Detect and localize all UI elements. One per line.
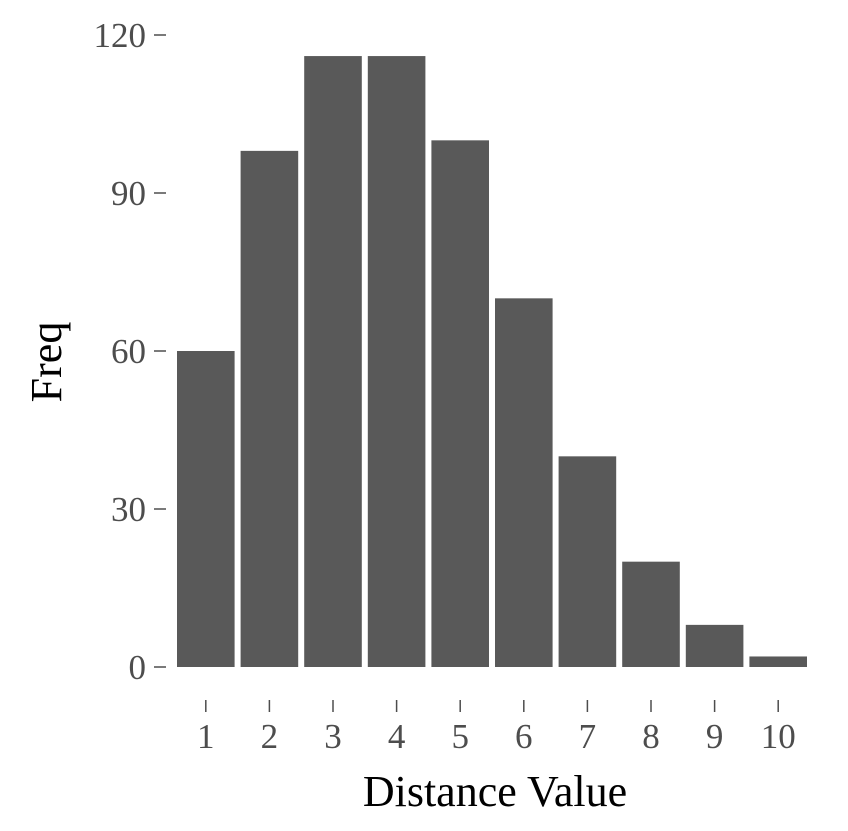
bar-5 — [431, 140, 489, 667]
x-tick-label: 8 — [642, 717, 660, 756]
bars-group — [177, 56, 807, 667]
bar-9 — [685, 624, 744, 667]
bar-3 — [304, 56, 362, 667]
x-tick-label: 10 — [761, 717, 796, 756]
y-tick-label: 90 — [111, 174, 146, 213]
y-tick-label: 60 — [111, 332, 146, 371]
x-axis: 1 2 3 4 5 6 7 8 9 10 — [197, 700, 796, 756]
x-tick-label: 3 — [324, 717, 342, 756]
x-tick-label: 4 — [388, 717, 406, 756]
y-tick-label: 30 — [111, 490, 146, 529]
x-tick-label: 9 — [706, 717, 724, 756]
x-axis-title: Distance Value — [363, 767, 627, 816]
bar-4 — [367, 56, 426, 667]
y-tick-label: 0 — [129, 648, 147, 687]
x-tick-label: 7 — [579, 717, 597, 756]
bar-8 — [622, 561, 680, 667]
x-tick-label: 2 — [261, 717, 279, 756]
bar-1 — [177, 351, 235, 667]
x-tick-label: 6 — [515, 717, 533, 756]
y-tick-label: 120 — [94, 16, 147, 55]
y-axis-title: Freq — [22, 322, 71, 403]
bar-7 — [558, 456, 617, 667]
bar-10 — [749, 656, 807, 667]
x-tick-label: 1 — [197, 717, 215, 756]
bar-6 — [495, 298, 553, 667]
y-axis: 0 30 60 90 120 — [94, 16, 166, 687]
bar-2 — [240, 150, 299, 667]
x-tick-label: 5 — [451, 717, 469, 756]
